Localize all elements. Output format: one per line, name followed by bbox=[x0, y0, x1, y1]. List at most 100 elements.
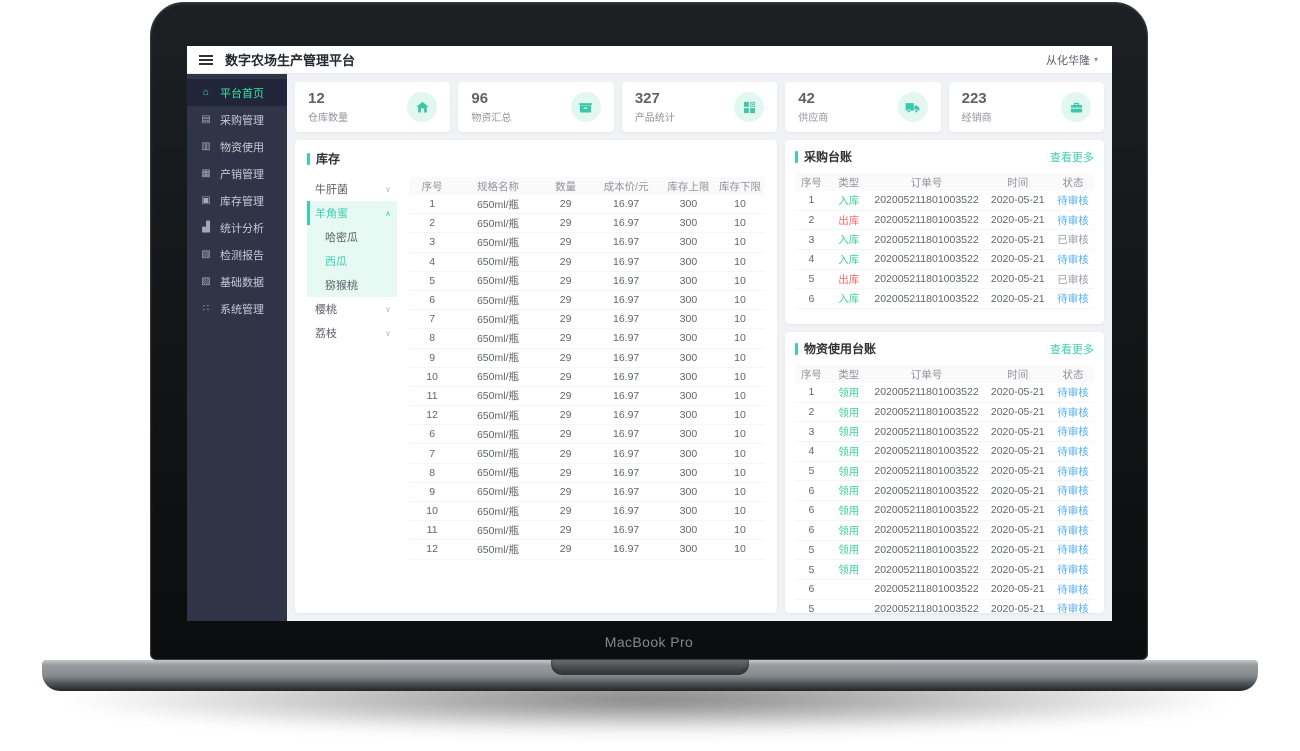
purchase-row: 4 入库 202005211801003522 2020-05-21 待审核 bbox=[795, 250, 1094, 270]
cell-cost: 16.97 bbox=[612, 524, 640, 537]
inventory-row: 3 650ml/瓶 29 16.97 300 10 bbox=[409, 233, 765, 253]
purchase-ledger-header: 采购台账 查看更多 bbox=[795, 148, 1094, 165]
sidebar-item[interactable]: ▣ 库存管理 bbox=[187, 187, 287, 214]
app-title: 数字农场生产管理平台 bbox=[225, 53, 356, 68]
chevron-icon: ∧ bbox=[385, 208, 391, 218]
cell-seq: 5 bbox=[808, 543, 815, 556]
cell-status: 待审核 bbox=[1057, 485, 1089, 498]
category-item[interactable]: 西瓜 bbox=[307, 249, 397, 273]
cell-order-no: 202005211801003522 bbox=[874, 583, 979, 596]
laptop-lid-notch bbox=[551, 660, 749, 675]
sidebar-item[interactable]: ▥ 物资使用 bbox=[187, 133, 287, 160]
stat-card-warehouses: 12 仓库数量 bbox=[295, 82, 451, 132]
cell-max: 300 bbox=[679, 236, 698, 249]
cell-time: 2020-05-21 bbox=[990, 465, 1045, 478]
sidebar-item[interactable]: ▨ 基础数据 bbox=[187, 268, 287, 295]
column-header: 订单号 bbox=[910, 368, 943, 381]
inventory-row: 12 650ml/瓶 29 16.97 300 10 bbox=[409, 540, 765, 560]
usage-row: 5 202005211801003522 2020-05-21 待审核 bbox=[795, 600, 1094, 613]
cell-max: 300 bbox=[679, 505, 698, 518]
cell-min: 10 bbox=[734, 217, 746, 230]
cell-type: 领用 bbox=[838, 504, 860, 517]
category-item[interactable]: 樱桃 ∨ bbox=[307, 297, 397, 321]
cell-cost: 16.97 bbox=[612, 409, 640, 422]
cell-seq: 10 bbox=[426, 370, 438, 383]
warehouse-icon bbox=[407, 92, 438, 122]
column-header: 库存下限 bbox=[719, 180, 762, 193]
cell-max: 300 bbox=[679, 351, 698, 364]
cell-qty: 29 bbox=[559, 447, 572, 460]
cell-qty: 29 bbox=[559, 351, 572, 364]
cell-max: 300 bbox=[679, 274, 698, 287]
usage-view-more-link[interactable]: 查看更多 bbox=[1050, 343, 1094, 356]
cell-order-no: 202005211801003522 bbox=[874, 406, 979, 419]
cell-min: 10 bbox=[734, 543, 746, 556]
cell-type: 领用 bbox=[838, 386, 860, 399]
stat-value: 96 bbox=[471, 89, 489, 107]
cell-qty: 29 bbox=[559, 543, 572, 556]
purchase-row: 1 入库 202005211801003522 2020-05-21 待审核 bbox=[795, 191, 1094, 211]
app-header: 数字农场生产管理平台 从化华隆 ▾ bbox=[187, 46, 1112, 74]
column-header: 状态 bbox=[1062, 368, 1084, 381]
inventory-row: 8 650ml/瓶 29 16.97 300 10 bbox=[409, 329, 765, 349]
title-accent-bar bbox=[795, 150, 798, 163]
cell-spec: 650ml/瓶 bbox=[476, 448, 519, 461]
data-icon: ▨ bbox=[201, 276, 211, 287]
purchase-view-more-link[interactable]: 查看更多 bbox=[1050, 151, 1094, 164]
category-item[interactable]: 牛肝菌 ∨ bbox=[307, 177, 397, 201]
cell-order-no: 202005211801003522 bbox=[874, 425, 979, 438]
cell-status: 待审核 bbox=[1057, 426, 1089, 439]
cell-type: 出库 bbox=[838, 273, 860, 286]
cell-order-no: 202005211801003522 bbox=[874, 273, 979, 286]
cell-cost: 16.97 bbox=[612, 313, 640, 326]
inventory-row: 10 650ml/瓶 29 16.97 300 10 bbox=[409, 502, 765, 522]
stat-value: 12 bbox=[308, 89, 325, 107]
chevron-icon: ∨ bbox=[385, 328, 391, 338]
cell-min: 10 bbox=[734, 370, 746, 383]
category-label: 哈密瓜 bbox=[325, 232, 358, 244]
sidebar: ⌂ 平台首页 ▤ 采购管理 ▥ 物资使用 ▦ 产销管理 ▣ 库存管理 bbox=[187, 74, 287, 621]
cell-max: 300 bbox=[679, 370, 698, 383]
sidebar-item[interactable]: ▤ 采购管理 bbox=[187, 106, 287, 133]
cell-max: 300 bbox=[679, 447, 698, 460]
sidebar-item[interactable]: ▧ 检测报告 bbox=[187, 241, 287, 268]
category-item[interactable]: 哈密瓜 bbox=[307, 225, 397, 249]
category-item[interactable]: 猕猴桃 bbox=[307, 273, 397, 297]
cell-min: 10 bbox=[734, 236, 746, 249]
cell-qty: 29 bbox=[559, 370, 572, 383]
cell-type: 领用 bbox=[838, 485, 860, 498]
cell-seq: 8 bbox=[429, 466, 436, 479]
usage-table-header: 序号 类型 订单号 时间 状态 bbox=[795, 365, 1094, 383]
category-item[interactable]: 羊角蜜 ∧ bbox=[307, 201, 397, 225]
inventory-row: 11 650ml/瓶 29 16.97 300 10 bbox=[409, 387, 765, 407]
cell-min: 10 bbox=[734, 485, 746, 498]
laptop-bezel: 数字农场生产管理平台 从化华隆 ▾ ⌂ 平台首页 ▤ 采购管理 bbox=[150, 2, 1148, 660]
cell-spec: 650ml/瓶 bbox=[476, 409, 519, 422]
cell-seq: 1 bbox=[808, 194, 815, 207]
stat-label: 供应商 bbox=[798, 112, 829, 124]
cell-type: 入库 bbox=[838, 234, 860, 247]
usage-ledger-panel: 物资使用台账 查看更多 序号 类型 订单号 时间 状态 bbox=[785, 332, 1104, 613]
category-label: 牛肝菌 bbox=[315, 184, 348, 196]
cell-seq: 6 bbox=[808, 292, 815, 305]
sidebar-item[interactable]: ▟ 统计分析 bbox=[187, 214, 287, 241]
macbook-brand-label: MacBook Pro bbox=[604, 634, 694, 650]
cell-status: 待审核 bbox=[1057, 214, 1089, 227]
cell-time: 2020-05-21 bbox=[990, 253, 1045, 266]
inventory-row: 1 650ml/瓶 29 16.97 300 10 bbox=[409, 195, 765, 215]
cell-type: 入库 bbox=[838, 293, 860, 306]
inventory-panel: 库存 牛肝菌 ∨ 羊角蜜 ∧ bbox=[295, 140, 777, 613]
sidebar-item[interactable]: ∷ 系统管理 bbox=[187, 295, 287, 322]
stat-card-distributors: 223 经销商 bbox=[948, 82, 1105, 132]
sidebar-item[interactable]: ▦ 产销管理 bbox=[187, 160, 287, 187]
sidebar-item-label: 统计分析 bbox=[220, 222, 264, 235]
cell-order-no: 202005211801003522 bbox=[874, 602, 979, 613]
user-dropdown[interactable]: 从化华隆 ▾ bbox=[1046, 52, 1098, 68]
hamburger-menu-icon[interactable] bbox=[199, 54, 213, 66]
cell-seq: 1 bbox=[429, 198, 436, 211]
cell-spec: 650ml/瓶 bbox=[476, 543, 519, 556]
category-item[interactable]: 荔枝 ∨ bbox=[307, 321, 397, 345]
sidebar-item[interactable]: ⌂ 平台首页 bbox=[187, 79, 287, 106]
cell-time: 2020-05-21 bbox=[990, 214, 1045, 227]
cell-min: 10 bbox=[734, 198, 746, 211]
